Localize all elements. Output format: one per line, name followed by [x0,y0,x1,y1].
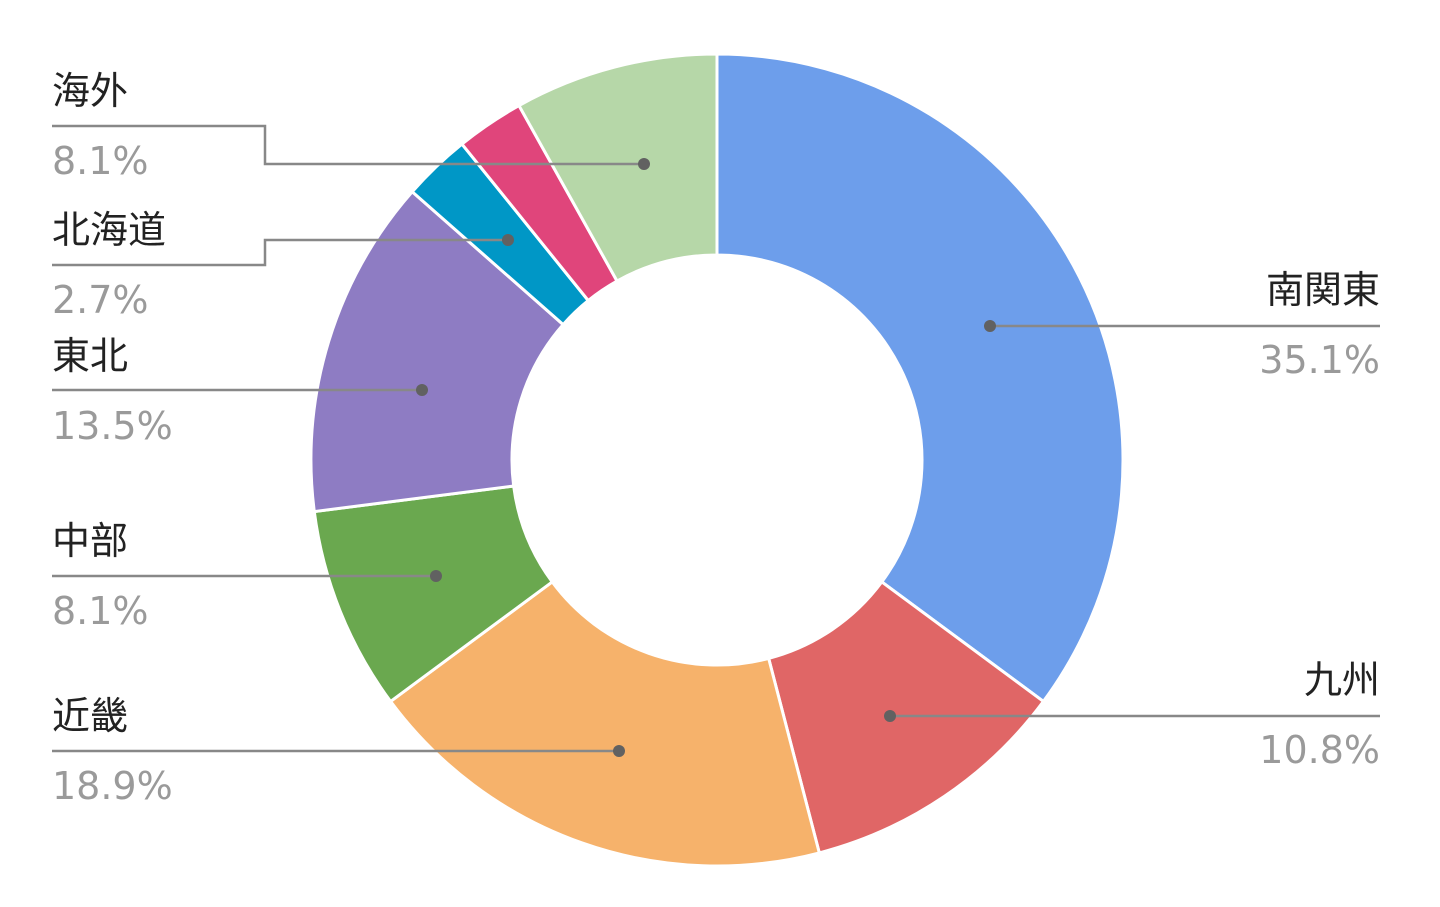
leader-kinki-dot [613,745,625,757]
leader-overseas-line [52,124,644,166]
label-chubu-value: 8.1% [52,589,149,633]
label-kyushu-value: 10.8% [1259,728,1380,772]
label-kyushu-name: 九州 [1304,658,1380,702]
slice-8 [516,52,719,284]
leader-kyushu-dot [884,710,896,722]
label-tohoku-value: 13.5% [52,404,173,448]
label-minami-kanto-name: 南関東 [1266,268,1380,312]
label-overseas-name: 海外 [52,69,128,113]
label-overseas-value: 8.1% [52,139,149,183]
leader-hokkaido-line [52,238,508,267]
slice-5 [309,189,566,514]
label-kinki-value: 18.9% [52,764,173,808]
leader-minami-kanto-dot [984,320,996,332]
label-chubu-name: 中部 [52,519,128,563]
label-tohoku-name: 東北 [52,334,128,378]
label-kinki-name: 近畿 [52,694,128,738]
leader-hokkaido-dot [502,234,514,246]
slices-layer [309,52,1125,868]
label-minami-kanto-value: 35.1% [1259,338,1380,382]
slice-3 [388,579,822,868]
leaders-layer [52,124,1380,757]
leader-overseas-dot [638,158,650,170]
slice-2 [766,579,1046,855]
leader-chubu-dot [430,570,442,582]
slice-1 [715,52,1125,704]
label-hokkaido-name: 北海道 [52,208,166,252]
label-hokkaido-value: 2.7% [52,278,149,322]
leader-tohoku-dot [416,384,428,396]
